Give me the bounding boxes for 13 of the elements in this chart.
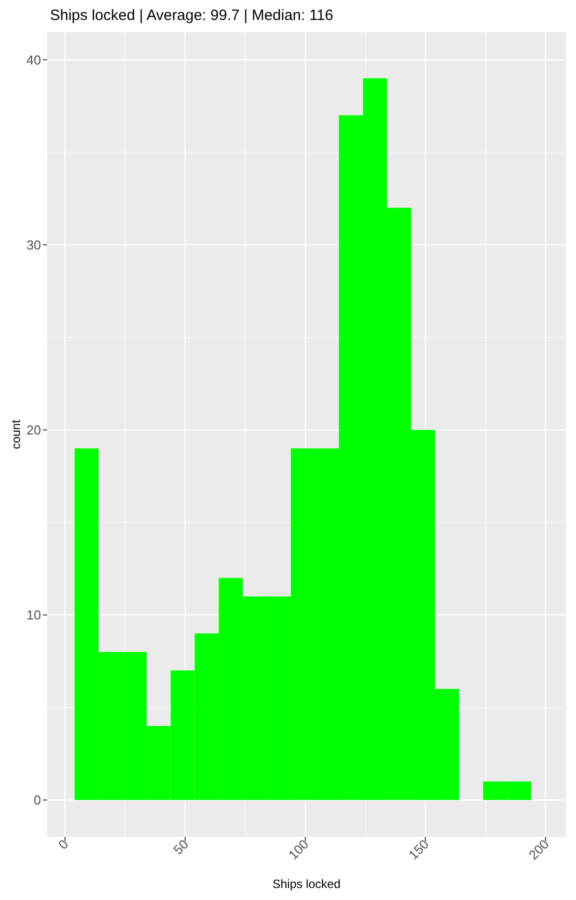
x-tick-label: 100	[285, 836, 312, 862]
x-axis-title: Ships locked	[272, 877, 341, 891]
y-tick-label: 40	[26, 52, 41, 68]
x-tick-label: 200	[526, 836, 552, 862]
x-tick-label: 150	[406, 836, 432, 862]
y-axis-title: count	[9, 419, 23, 450]
chart-title: Ships locked | Average: 99.7 | Median: 116	[50, 7, 334, 24]
x-tick-label: 0	[55, 836, 72, 852]
y-tick-label: 20	[26, 422, 41, 438]
y-tick-label: 0	[34, 792, 41, 808]
x-tick-label: 50	[170, 836, 192, 858]
y-tick-label: 30	[26, 237, 41, 252]
y-tick-label: 10	[26, 607, 41, 622]
